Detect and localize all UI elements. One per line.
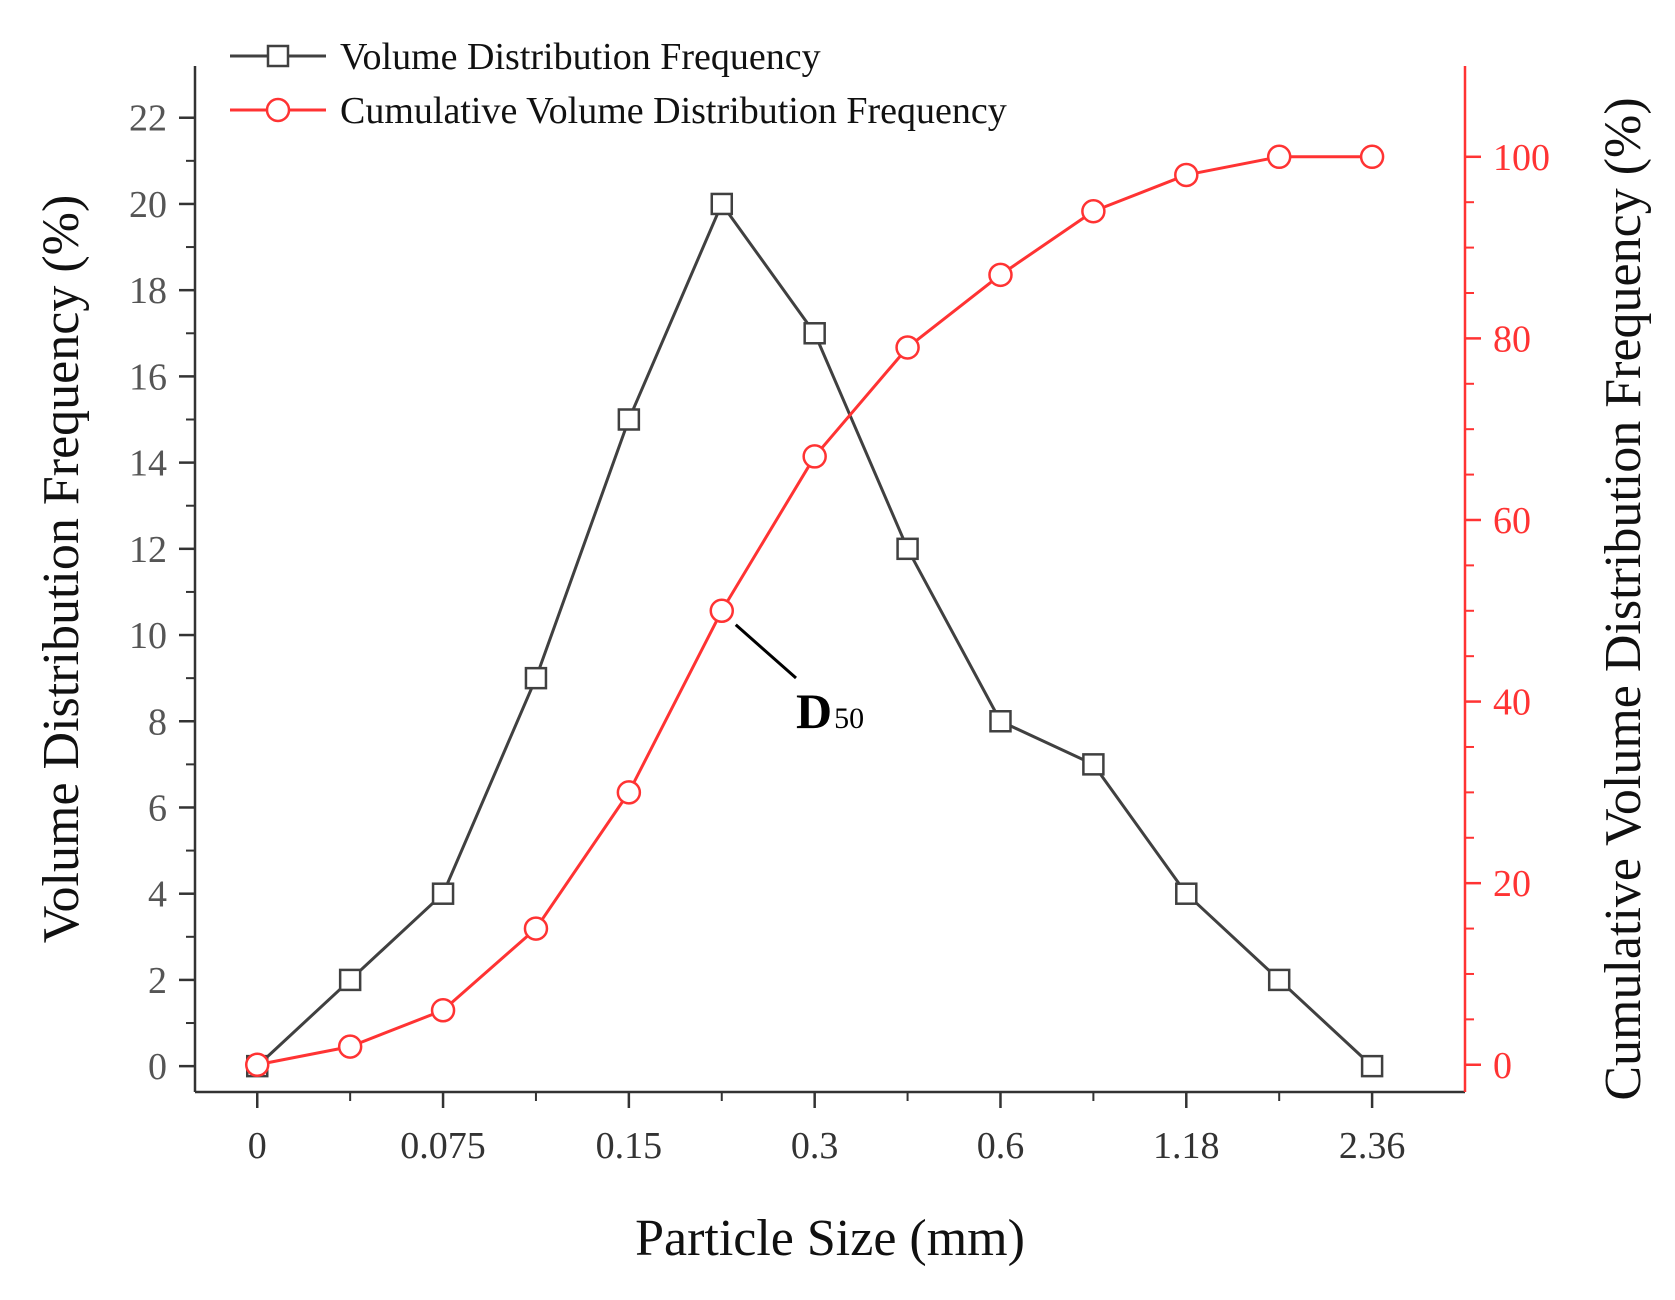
legend-label: Cumulative Volume Distribution Frequency (340, 90, 1007, 132)
annotation-subscript: 50 (834, 702, 864, 735)
left-tick-label: 18 (129, 270, 167, 312)
left-tick-label: 14 (129, 443, 167, 485)
x-tick-label: 1.18 (1153, 1125, 1220, 1167)
left-tick-label: 0 (148, 1046, 167, 1088)
series-line-cumulative (256, 155, 1373, 1067)
circle-marker (616, 780, 642, 805)
legend-circle-marker (265, 97, 291, 123)
right-axis-title: Cumulative Volume Distribution Frequency… (1595, 97, 1652, 1100)
x-tick-label: 0 (248, 1125, 267, 1167)
square-marker (1360, 1054, 1384, 1078)
square-marker (431, 882, 455, 905)
circle-marker (1359, 144, 1385, 170)
annotation-layer: D50 (734, 623, 864, 739)
annotation-main-letter: D (796, 683, 832, 739)
square-marker (1082, 753, 1105, 776)
right-tick-label: 0 (1493, 1045, 1512, 1087)
x-tick-label: 2.36 (1339, 1125, 1406, 1167)
square-marker (1267, 968, 1291, 992)
circle-marker (523, 916, 549, 941)
left-tick-label: 12 (129, 529, 167, 571)
square-marker (710, 192, 734, 216)
x-tick-label: 0.075 (400, 1125, 486, 1167)
left-axis-title: Volume Distribution Frequency (%) (33, 195, 90, 944)
left-tick-label: 6 (148, 787, 167, 829)
square-marker (524, 666, 548, 690)
circle-marker (244, 1052, 270, 1078)
x-axis-title: Particle Size (mm) (635, 1210, 1025, 1267)
annotation-d50: D50 (796, 683, 864, 739)
square-marker (896, 537, 919, 561)
circle-marker (709, 598, 735, 624)
circle-marker (802, 444, 827, 469)
left-tick-label: 16 (129, 356, 167, 398)
left-tick-label: 4 (148, 874, 167, 916)
series-layer (244, 144, 1385, 1078)
x-tick-label: 0.15 (596, 1125, 663, 1167)
x-tick-label: 0.3 (791, 1125, 839, 1167)
square-marker (803, 322, 826, 345)
circle-marker (988, 262, 1013, 288)
left-tick-label: 2 (148, 960, 167, 1002)
circle-marker (1081, 199, 1106, 224)
left-tick-label: 8 (148, 701, 167, 743)
circle-marker (430, 998, 456, 1023)
circle-marker (337, 1034, 363, 1059)
left-tick-label: 20 (129, 184, 167, 226)
axes-layer: 0 2 4 6 8 10 12 14 16 18 20 22 0 20 40 60 80 100 0 0.075 0.1… (33, 66, 1652, 1267)
right-tick-label: 80 (1493, 318, 1531, 360)
x-tick-label: 0.6 (977, 1125, 1025, 1167)
legend-square-marker (266, 44, 290, 68)
circle-marker (895, 335, 920, 360)
right-tick-label: 100 (1493, 137, 1550, 179)
square-marker (338, 968, 362, 992)
circle-marker (1266, 144, 1292, 170)
legend-label: Volume Distribution Frequency (340, 36, 821, 78)
right-tick-label: 60 (1493, 500, 1531, 542)
right-tick-label: 20 (1493, 863, 1531, 905)
square-marker (1175, 882, 1198, 905)
left-tick-label: 10 (129, 615, 167, 657)
square-marker (617, 408, 641, 431)
square-marker (989, 710, 1012, 733)
right-tick-label: 40 (1493, 682, 1531, 724)
left-tick-label: 22 (129, 98, 167, 140)
circle-marker (1174, 162, 1199, 188)
legend: Volume Distribution Frequency Cumulative … (230, 36, 1007, 132)
annotation-leader-line (734, 623, 797, 680)
